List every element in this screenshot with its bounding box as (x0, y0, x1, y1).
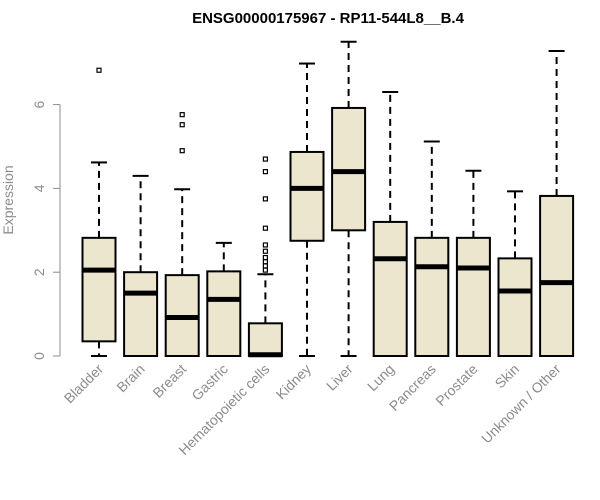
x-tick-label: Prostate (432, 361, 480, 409)
outlier-point (262, 225, 268, 231)
y-tick-label: 4 (31, 184, 47, 192)
x-tick-label: Kidney (273, 361, 315, 403)
box-body (539, 194, 575, 357)
outlier-point (262, 267, 268, 273)
box-brain (123, 174, 159, 358)
outlier-point (262, 196, 268, 202)
box-group (81, 40, 575, 358)
box-bladder (81, 67, 117, 357)
x-tick-label: Bladder (61, 361, 107, 407)
x-tick-label: Unknown / Other (478, 361, 564, 447)
outlier-point (262, 169, 268, 175)
box-hematopoietic-cells (247, 156, 283, 358)
box-lung (372, 91, 408, 357)
box-body (331, 106, 367, 232)
outlier-point (96, 67, 102, 73)
outlier-point (262, 248, 268, 254)
box-kidney (289, 62, 325, 357)
box-body (81, 236, 117, 343)
box-body (455, 236, 491, 357)
outlier-point (262, 259, 268, 265)
outlier-point (262, 254, 268, 261)
box-body (247, 322, 283, 357)
box-body (497, 257, 533, 357)
x-tick-label: Breast (149, 361, 189, 401)
outlier-point (179, 112, 185, 118)
box-body (372, 220, 408, 357)
box-unknown-other (539, 49, 575, 357)
outlier-point (262, 263, 268, 269)
outlier-point (179, 122, 185, 128)
y-tick-label: 2 (31, 268, 47, 276)
outlier-point (262, 242, 268, 248)
x-tick-label: Liver (323, 361, 356, 394)
outlier-point (262, 156, 268, 162)
box-body (206, 270, 242, 357)
x-tick-label: Skin (492, 361, 523, 392)
box-liver (331, 40, 367, 357)
box-body (123, 271, 159, 358)
box-prostate (455, 169, 491, 357)
box-skin (497, 190, 533, 357)
y-axis: 0 2 4 6 (31, 100, 61, 360)
x-tick-label: Brain (113, 361, 147, 395)
box-body (414, 236, 450, 357)
y-axis-label: Expression (0, 165, 16, 234)
box-body (289, 150, 325, 242)
box-pancreas (414, 140, 450, 357)
y-tick-label: 0 (31, 352, 47, 360)
chart-title: ENSG00000175967 - RP11-544L8__B.4 (192, 10, 465, 27)
y-tick-label: 6 (31, 100, 47, 108)
box-gastric (206, 241, 242, 357)
x-tick-label: Lung (364, 361, 397, 394)
outlier-point (179, 148, 185, 154)
box-breast (164, 112, 200, 357)
